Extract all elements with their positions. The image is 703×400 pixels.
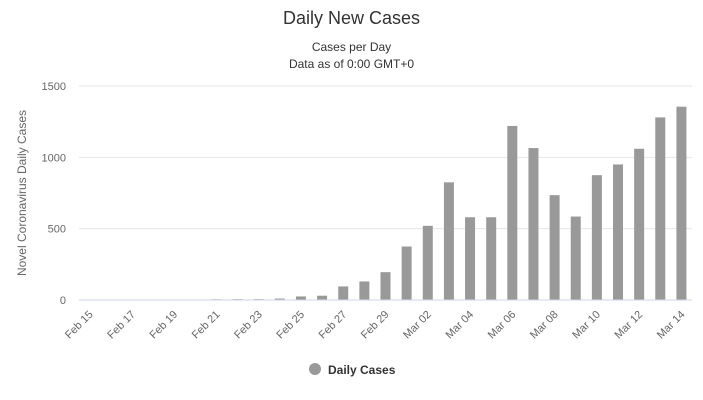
- bar-mar-01[interactable]: [401, 246, 412, 301]
- bar-feb-25[interactable]: [295, 296, 306, 300]
- bar-series-daily-cases: [211, 106, 687, 301]
- bar-mar-03[interactable]: [443, 182, 454, 300]
- x-tick-label: Mar 10: [570, 309, 603, 342]
- bar-mar-14[interactable]: [676, 106, 687, 300]
- chart-subtitle-line-2: Data as of 0:00 GMT+0: [289, 57, 414, 71]
- x-axis-ticks: Feb 15 Feb 17 Feb 19 Feb 21 Feb 23 Feb 25 Feb …: [63, 309, 688, 342]
- y-axis-title: Novel Coronavirus Daily Cases: [15, 110, 29, 276]
- x-tick-label: Mar 14: [655, 309, 688, 342]
- legend-label-daily-cases: Daily Cases: [328, 363, 396, 377]
- bar-feb-28[interactable]: [359, 281, 370, 300]
- y-tick-label: 500: [48, 224, 66, 236]
- chart-subtitle-line-1: Cases per Day: [312, 40, 391, 54]
- y-gridlines: [79, 85, 692, 230]
- y-tick-label: 1000: [42, 152, 66, 164]
- legend-marker-daily-cases: [309, 363, 321, 375]
- x-tick-label: Mar 02: [401, 309, 434, 342]
- x-tick-label: Feb 25: [274, 309, 307, 342]
- x-tick-label: Mar 12: [613, 309, 646, 342]
- bar-feb-24[interactable]: [274, 298, 285, 300]
- bar-mar-02[interactable]: [422, 225, 433, 300]
- y-tick-label: 1500: [42, 81, 66, 93]
- x-tick-label: Feb 21: [190, 309, 223, 342]
- bar-mar-08[interactable]: [549, 195, 560, 300]
- bar-mar-05[interactable]: [486, 217, 497, 300]
- bar-mar-09[interactable]: [570, 216, 581, 300]
- bar-mar-13[interactable]: [655, 117, 666, 301]
- x-tick-label: Feb 15: [63, 309, 96, 342]
- chart-title: Daily New Cases: [283, 8, 420, 28]
- x-tick-label: Mar 08: [528, 309, 561, 342]
- bar-mar-07[interactable]: [528, 148, 539, 300]
- x-tick-label: Feb 19: [148, 309, 181, 342]
- x-tick-label: Feb 23: [232, 309, 265, 342]
- y-axis-ticks: 0 500 1000 1500: [42, 81, 66, 307]
- bar-mar-04[interactable]: [465, 217, 476, 300]
- y-tick-label: 0: [60, 295, 66, 307]
- x-tick-label: Feb 17: [105, 309, 138, 342]
- bar-mar-10[interactable]: [591, 175, 602, 300]
- x-tick-label: Feb 29: [359, 309, 392, 342]
- bar-feb-27[interactable]: [338, 286, 349, 300]
- bar-mar-06[interactable]: [507, 125, 518, 301]
- x-tick-label: Mar 06: [486, 309, 519, 342]
- bar-feb-26[interactable]: [317, 295, 328, 300]
- legend[interactable]: Daily Cases: [309, 363, 396, 377]
- x-tick-label: Mar 04: [443, 309, 476, 342]
- bar-mar-12[interactable]: [634, 148, 645, 300]
- bar-feb-29[interactable]: [380, 272, 391, 300]
- x-tick-label: Feb 27: [317, 309, 350, 342]
- bar-mar-11[interactable]: [613, 164, 624, 300]
